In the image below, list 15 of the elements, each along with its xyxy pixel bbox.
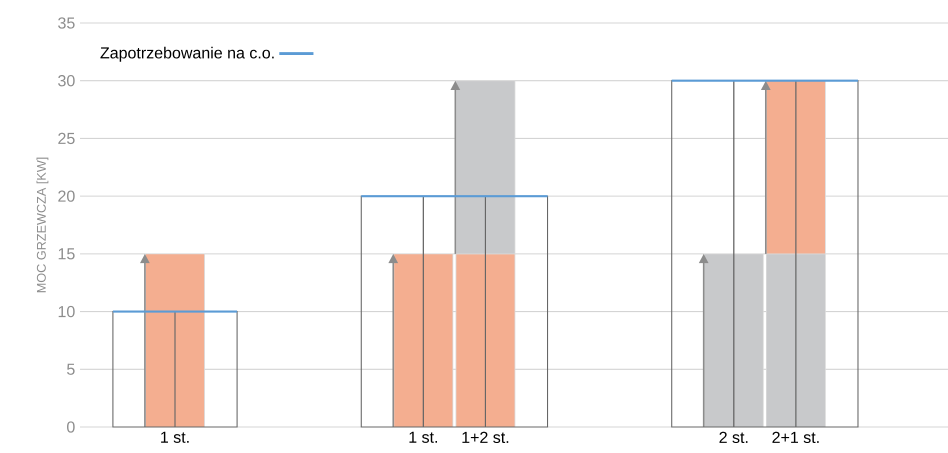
y-tick-label: 5 — [67, 364, 75, 375]
y-tick-label: 10 — [58, 306, 75, 318]
x-tick-label: 1 st. — [161, 432, 189, 443]
y-tick-label: 15 — [58, 248, 75, 260]
y-tick-label: 20 — [58, 190, 75, 202]
y-axis-title: MOC GRZEWCZA [KW] — [36, 158, 48, 292]
x-tick-label: 1+2 st. — [462, 432, 508, 444]
x-tick-label: 2+1 st. — [772, 432, 819, 444]
legend-label: Zapotrzebowanie na c.o. — [100, 46, 274, 62]
y-tick-label: 30 — [58, 75, 75, 86]
y-tick-label: 0 — [67, 421, 75, 433]
y-tick-label: 25 — [58, 132, 75, 144]
x-tick-label: 1 st. — [409, 432, 438, 443]
y-tick-label: 35 — [58, 17, 75, 29]
x-tick-label: 2 st. — [719, 432, 748, 444]
